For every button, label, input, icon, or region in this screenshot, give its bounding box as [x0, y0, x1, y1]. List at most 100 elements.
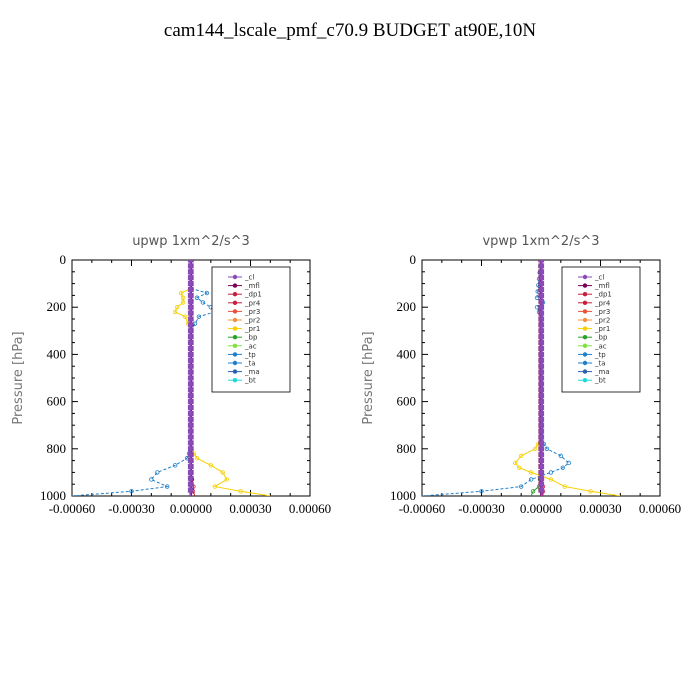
x-tick-label: -0.00060 — [399, 501, 446, 516]
series-marker — [187, 287, 193, 292]
legend-swatch-marker — [232, 369, 238, 374]
legend-label: _ma — [244, 368, 260, 376]
series-marker — [187, 363, 193, 369]
series-marker — [562, 484, 567, 489]
series-marker — [539, 346, 545, 351]
series-marker — [187, 298, 193, 304]
series-marker — [539, 452, 545, 458]
series-marker — [238, 489, 243, 494]
series-marker — [187, 260, 193, 263]
legend-label: _ta — [594, 360, 606, 368]
chart-panel-2: vpwp 1xm^2/s^3 Pressure [hPa] 0 200 400 600 80… — [361, 234, 681, 516]
series-marker — [220, 470, 225, 475]
series-marker — [539, 387, 545, 393]
x-tick-label: -0.00030 — [108, 501, 155, 516]
series-marker — [187, 416, 193, 422]
series-marker — [187, 410, 193, 416]
series-marker — [518, 453, 524, 459]
series-marker — [528, 477, 534, 482]
legend-label: _ac — [594, 342, 607, 350]
series-marker — [187, 292, 193, 298]
series-marker — [539, 334, 545, 340]
legend-label: _pr1 — [244, 325, 260, 333]
y-tick-label: 400 — [47, 346, 67, 361]
legend-label: _dp1 — [594, 291, 612, 299]
y-tick-label: 400 — [397, 346, 417, 361]
legend-label: _mfl — [594, 282, 610, 290]
series-marker — [182, 314, 188, 319]
series-marker — [187, 387, 193, 393]
x-tick-label: 0.00060 — [639, 501, 681, 516]
page-title: cam144_lscale_pmf_c70.9 BUDGET at90E,10N — [163, 20, 537, 41]
series-marker — [149, 477, 154, 482]
legend-box — [211, 266, 291, 393]
series-marker — [539, 363, 545, 369]
y-tick-label: 0 — [410, 252, 417, 267]
legend: _cl_mfl_dp1_pr4_pr3_pr2_pr1_bp_ac_tp_ta_… — [211, 266, 291, 393]
series-marker — [544, 446, 550, 451]
legend-swatch-marker — [582, 274, 588, 280]
series-marker — [539, 464, 545, 469]
legend-label: _bp — [594, 334, 608, 342]
y-tick-label: 200 — [47, 299, 67, 314]
legend-label: _bt — [594, 377, 606, 385]
series-marker — [187, 458, 193, 464]
legend-swatch-marker — [582, 352, 588, 357]
series-marker — [187, 334, 193, 340]
series-marker — [539, 340, 545, 346]
legend-swatch-marker — [232, 274, 238, 280]
series-marker — [187, 316, 193, 322]
legend: _cl_mfl_dp1_pr4_pr3_pr2_pr1_bp_ac_tp_ta_… — [561, 266, 641, 393]
series-marker — [164, 484, 170, 489]
series-marker — [187, 405, 193, 410]
series-marker — [172, 309, 178, 315]
legend-swatch-marker — [582, 369, 588, 374]
series-marker — [539, 310, 545, 316]
legend-label: _tp — [594, 351, 606, 359]
series-marker — [539, 475, 545, 481]
series-marker — [208, 463, 214, 468]
series-marker — [129, 489, 134, 494]
y-tick-label: 200 — [397, 299, 417, 314]
series-marker — [539, 469, 545, 475]
y-tick-label: 1000 — [40, 488, 66, 503]
legend-swatch-marker — [582, 343, 588, 348]
legend-label: _pr4 — [244, 299, 261, 307]
series-marker — [539, 481, 545, 487]
series-line-ta — [422, 260, 570, 496]
legend-swatch-marker — [232, 309, 238, 314]
series-marker — [518, 484, 524, 489]
legend-swatch-marker — [232, 335, 238, 340]
series-marker — [539, 393, 545, 399]
series-marker — [187, 346, 193, 351]
series-marker — [194, 456, 200, 461]
series-marker — [187, 464, 193, 469]
legend-swatch-marker — [582, 309, 588, 314]
series-marker — [539, 440, 545, 446]
series-group — [72, 260, 271, 496]
series-marker — [539, 446, 545, 452]
legend-swatch-marker — [232, 352, 238, 357]
legend-swatch-marker — [582, 378, 588, 383]
panel-title: upwp 1xm^2/s^3 — [132, 234, 250, 249]
legend-swatch-marker — [232, 317, 238, 323]
series-marker — [172, 463, 178, 468]
x-tick-label: -0.00030 — [458, 501, 505, 516]
series-marker — [187, 351, 193, 357]
series-marker — [187, 393, 193, 399]
y-tick-label: 800 — [47, 441, 67, 456]
legend-label: _pr4 — [594, 299, 611, 307]
series-marker — [539, 399, 545, 405]
legend-swatch-marker — [232, 300, 238, 305]
y-axis-label: Pressure [hPa] — [361, 331, 376, 424]
series-marker — [516, 465, 522, 470]
series-marker — [534, 305, 540, 310]
series-marker — [187, 428, 193, 434]
legend-label: _ac — [244, 342, 257, 350]
panel-title: vpwp 1xm^2/s^3 — [482, 234, 599, 249]
series-marker — [539, 328, 545, 334]
series-marker — [187, 269, 193, 275]
legend-swatch-marker — [232, 292, 238, 297]
series-marker — [539, 298, 545, 304]
series-marker — [224, 477, 229, 482]
